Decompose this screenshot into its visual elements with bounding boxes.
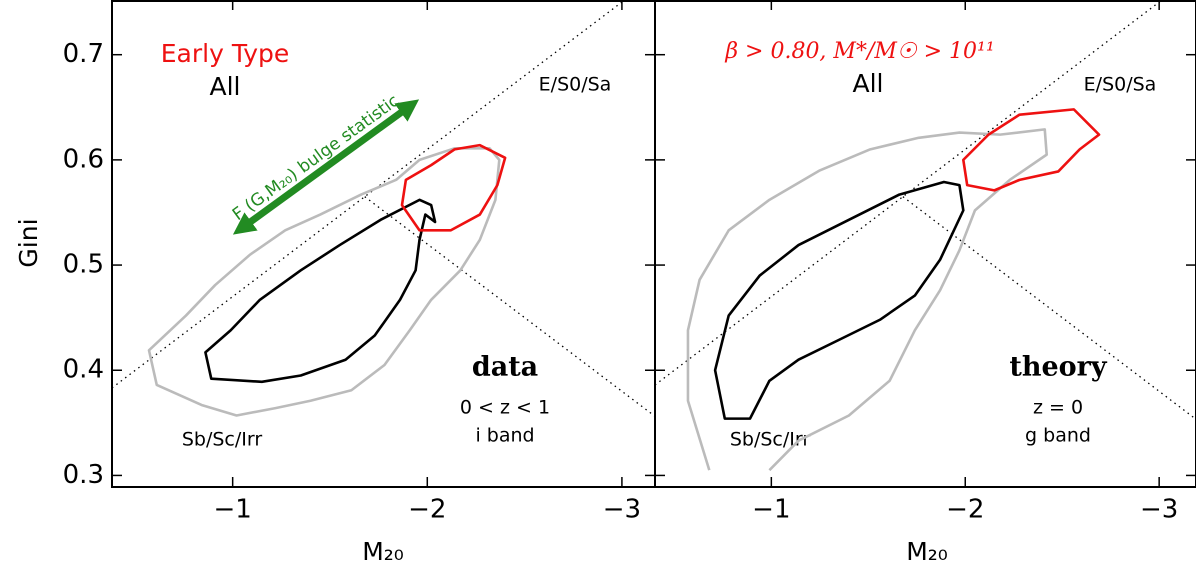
- annotation: F (G,M₂₀) bulge statistic: [229, 91, 403, 225]
- annotation: i band: [475, 425, 534, 447]
- annotation: E/S0/Sa: [1084, 74, 1157, 96]
- contour: [400, 143, 507, 232]
- annotation: theory: [1009, 352, 1108, 383]
- y-tick-label: 0.7: [63, 39, 104, 69]
- contour: [713, 180, 965, 420]
- bulge-arrow: [232, 99, 420, 235]
- x-tick-label: −1: [752, 495, 790, 525]
- x-tick-label: −2: [408, 495, 446, 525]
- annotation: All: [853, 69, 884, 98]
- reference-line: [902, 196, 1196, 420]
- annotation: 0 < z < 1: [460, 397, 550, 419]
- annotation: E/S0/Sa: [539, 74, 612, 96]
- y-tick-label: 0.3: [63, 460, 104, 490]
- plot-frame: [654, 0, 1196, 488]
- x-axis-label: M₂₀: [362, 537, 404, 566]
- annotation: β > 0.80, M*/M☉ > 10¹¹: [724, 39, 994, 64]
- annotation: Sb/Sc/Irr: [182, 429, 263, 451]
- y-tick-label: 0.5: [63, 250, 104, 280]
- x-tick-label: −2: [946, 495, 984, 525]
- annotation: Early Type: [161, 39, 290, 68]
- reference-line: [364, 196, 655, 417]
- x-tick-label: −3: [1140, 495, 1178, 525]
- contour: [147, 147, 501, 417]
- x-axis-label: M₂₀: [906, 537, 948, 566]
- contour: [204, 198, 437, 384]
- y-axis-label: Gini: [14, 218, 43, 267]
- y-tick-label: 0.4: [63, 355, 104, 385]
- contour: [962, 108, 1101, 192]
- reference-line: [112, 0, 626, 389]
- y-tick-label: 0.6: [63, 144, 104, 174]
- x-tick-label: −1: [214, 495, 252, 525]
- annotation: Sb/Sc/Irr: [730, 429, 811, 451]
- annotation: g band: [1025, 425, 1091, 447]
- annotation: data: [472, 352, 538, 383]
- x-tick-label: −3: [603, 495, 641, 525]
- contour: [686, 128, 1048, 472]
- annotation: All: [210, 72, 241, 101]
- annotation: z = 0: [1033, 397, 1083, 419]
